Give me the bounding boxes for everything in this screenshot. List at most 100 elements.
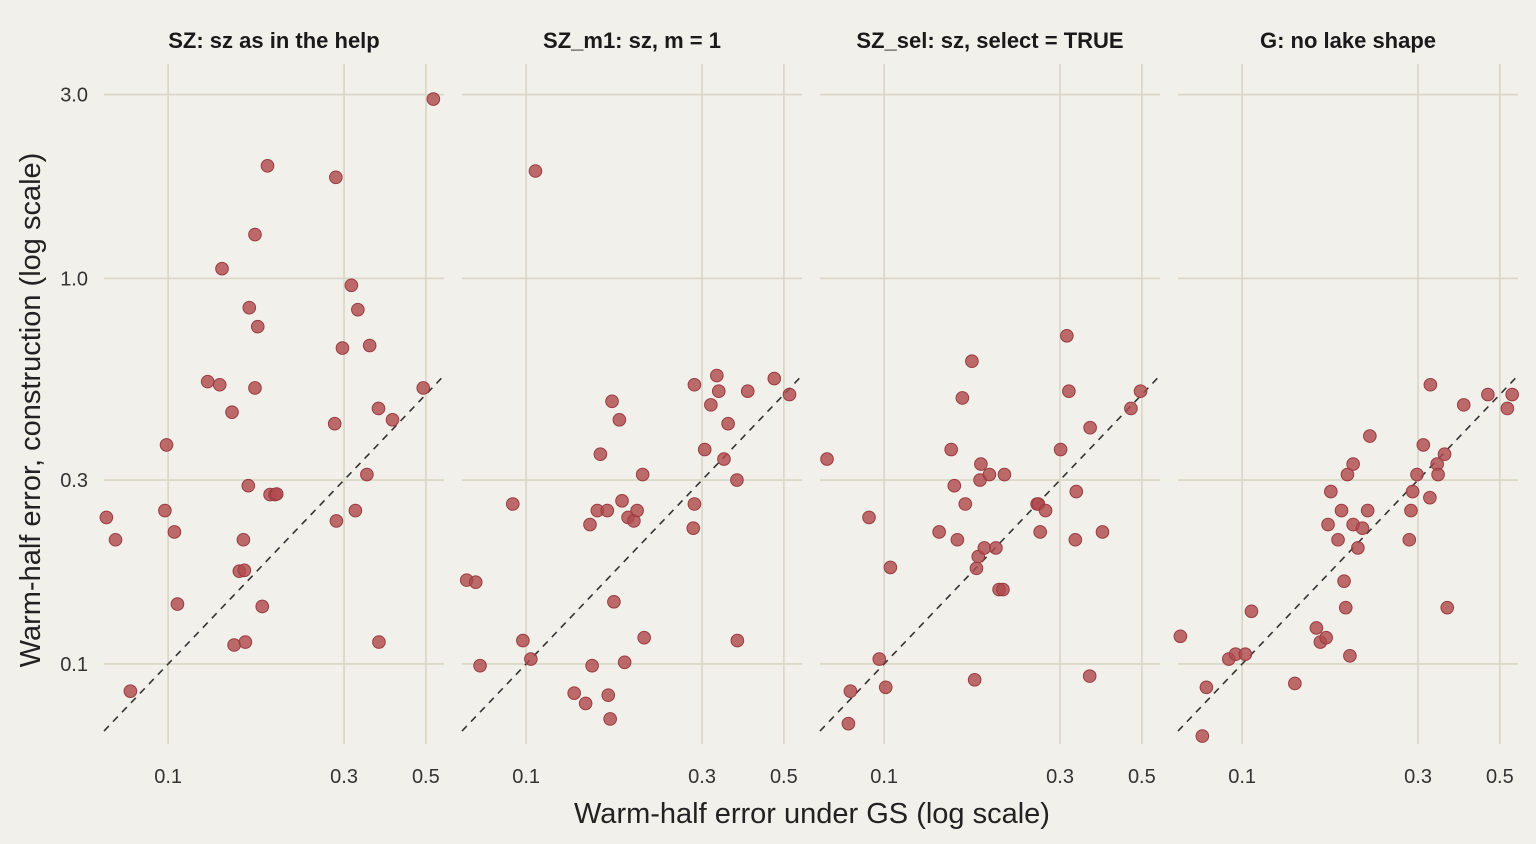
data-point	[1404, 503, 1418, 518]
data-point	[516, 633, 530, 648]
data-point	[351, 302, 365, 317]
data-point	[335, 341, 350, 355]
data-point	[227, 638, 241, 652]
data-point	[1173, 629, 1188, 644]
panel-title: G: no lake shape	[1260, 28, 1436, 53]
panel-title: SZ_sel: sz, select = TRUE	[856, 28, 1123, 53]
data-point	[617, 655, 632, 670]
data-point	[1340, 467, 1355, 482]
data-point	[1410, 467, 1424, 482]
data-point	[1423, 377, 1438, 392]
data-point	[593, 447, 608, 462]
data-point	[1437, 447, 1452, 462]
data-point	[1402, 532, 1417, 547]
data-point	[1309, 621, 1324, 635]
data-point	[997, 467, 1012, 482]
data-point	[362, 338, 377, 353]
data-point	[1133, 384, 1148, 398]
data-point	[1288, 676, 1302, 691]
data-point	[241, 478, 256, 493]
data-point	[730, 473, 744, 487]
panels-group: SZ: sz as in the help 0.1 0.3 0.5 0.1 0.3 1.0 3…	[60, 28, 1519, 788]
data-point	[1346, 457, 1360, 471]
data-point	[1062, 384, 1076, 398]
data-point	[416, 381, 431, 395]
y-tick-label: 0.3	[60, 470, 88, 492]
data-point	[1355, 521, 1370, 535]
data-point	[159, 438, 174, 452]
data-point	[944, 442, 958, 457]
data-point	[468, 575, 483, 589]
data-point	[329, 514, 344, 528]
data-point	[782, 387, 797, 402]
panel-title: SZ_m1: sz, m = 1	[543, 28, 721, 53]
data-point	[329, 170, 343, 185]
data-point	[344, 278, 359, 293]
data-point	[1331, 532, 1345, 547]
data-point	[1456, 398, 1471, 412]
data-point	[607, 594, 621, 609]
data-point	[170, 597, 185, 611]
data-point	[872, 652, 887, 666]
data-point	[158, 503, 172, 518]
data-point	[1199, 680, 1214, 695]
data-point	[248, 381, 262, 395]
y-tick-label: 1.0	[60, 268, 88, 290]
data-point	[260, 158, 275, 173]
data-point	[1440, 600, 1455, 615]
data-point	[1423, 490, 1437, 505]
x-tick-label: 0.1	[870, 766, 898, 788]
data-point	[348, 503, 363, 518]
y-tick-label: 0.1	[60, 654, 88, 676]
data-point	[730, 633, 745, 648]
data-point	[360, 467, 374, 482]
data-point	[585, 658, 599, 673]
x-tick-label: 0.3	[1046, 766, 1074, 788]
data-point	[958, 497, 973, 511]
panel-3: SZ_sel: sz, select = TRUE 0.1 0.3 0.5	[819, 28, 1161, 788]
data-point	[950, 532, 965, 547]
data-point	[932, 525, 946, 539]
data-point	[567, 686, 581, 700]
data-point	[635, 467, 650, 482]
data-point	[603, 712, 617, 726]
data-point	[687, 377, 702, 392]
data-point	[740, 384, 755, 398]
data-point	[687, 497, 702, 511]
data-point	[1082, 669, 1097, 683]
data-point	[630, 503, 644, 518]
data-point	[982, 467, 997, 482]
reference-line	[819, 374, 1161, 732]
data-point	[1060, 328, 1074, 343]
data-point	[236, 532, 251, 547]
data-point	[1319, 630, 1333, 645]
data-point	[883, 560, 898, 575]
data-point	[212, 377, 227, 392]
data-point	[1095, 525, 1110, 539]
data-point	[250, 319, 265, 334]
data-point	[767, 371, 782, 386]
data-point	[1053, 442, 1068, 457]
data-point	[1238, 647, 1253, 662]
data-point	[123, 684, 138, 698]
reference-line	[103, 374, 445, 732]
data-point	[167, 525, 182, 539]
data-point	[1038, 503, 1053, 518]
x-tick-label: 0.5	[1486, 766, 1514, 788]
x-axis-label: Warm-half error under GS (log scale)	[574, 798, 1050, 830]
data-point	[1351, 541, 1365, 555]
data-point	[969, 561, 984, 576]
data-point	[578, 696, 593, 711]
y-tick-label: 3.0	[60, 85, 88, 107]
data-point	[238, 635, 253, 649]
data-point	[704, 398, 718, 412]
data-point	[612, 412, 627, 427]
data-point	[1244, 604, 1259, 619]
data-point	[878, 680, 893, 695]
panel-title: SZ: sz as in the help	[168, 28, 379, 53]
data-point	[711, 384, 726, 398]
data-point	[255, 599, 270, 614]
data-point	[862, 510, 876, 525]
data-point	[977, 541, 992, 555]
x-tick-label: 0.1	[1228, 766, 1256, 788]
